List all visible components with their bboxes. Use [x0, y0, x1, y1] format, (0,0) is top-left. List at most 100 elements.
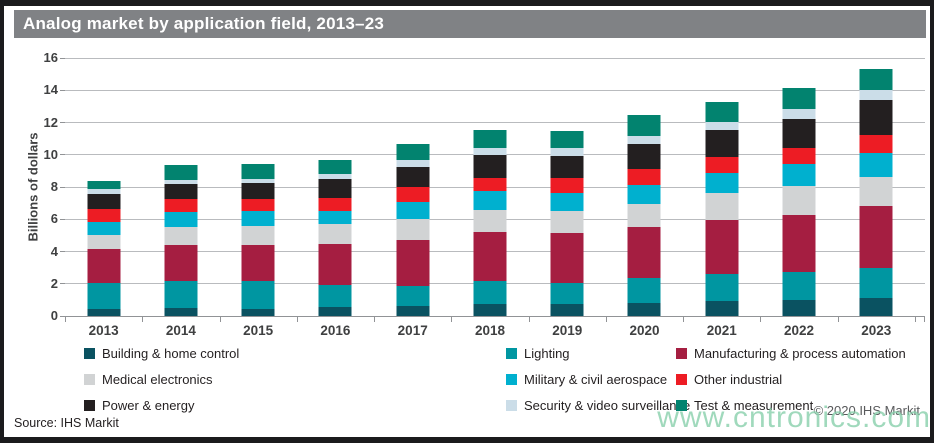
bar-segment [782, 164, 816, 187]
legend-swatch [676, 348, 687, 359]
legend-item: Other industrial [676, 372, 920, 388]
frame-top-border [0, 0, 934, 6]
bar-segment [318, 159, 352, 175]
bar-segment [396, 305, 430, 316]
bar-segment [473, 209, 507, 233]
bar-segment [550, 147, 584, 157]
bar-slot-2016: 2016 [297, 58, 374, 338]
bar-segment [859, 268, 893, 299]
bar-segment [473, 129, 507, 148]
x-tick [683, 316, 685, 322]
legend-label: Power & energy [102, 398, 195, 413]
bar-segment [859, 99, 893, 135]
legend-swatch [506, 348, 517, 359]
stacked-bar-2017 [396, 144, 430, 316]
x-tick [760, 316, 762, 322]
y-tick-6 [60, 218, 65, 220]
y-tick-label-14: 14 [43, 82, 58, 98]
x-tick-label-2013: 2013 [88, 323, 119, 338]
bar-slot-2017: 2017 [374, 58, 451, 338]
copyright-note: © 2020 IHS Markit [813, 403, 920, 418]
bar-segment [705, 121, 739, 130]
bar-segment [318, 178, 352, 199]
bar-segment [87, 221, 121, 236]
stacked-bar-2013 [87, 181, 121, 316]
x-tick-label-2017: 2017 [397, 323, 428, 338]
chart-title: Analog market by application field, 2013… [23, 14, 385, 33]
legend-swatch [506, 400, 517, 411]
bar-slot-2019: 2019 [529, 58, 606, 338]
legend-item: Lighting [506, 346, 676, 362]
bar-segment [627, 203, 661, 227]
y-tick-label-16: 16 [43, 50, 58, 65]
bar-segment [627, 144, 661, 170]
x-tick [528, 316, 530, 322]
stacked-bar-2022 [782, 87, 816, 316]
y-tick-8 [60, 186, 65, 188]
bar-slot-2013: 2013 [65, 58, 142, 338]
x-tick [374, 316, 376, 322]
y-tick-0 [60, 315, 65, 317]
legend-label: Other industrial [694, 372, 783, 387]
y-tick-4 [60, 251, 65, 252]
x-tick [605, 316, 607, 322]
legend-swatch [506, 374, 517, 385]
bar-segment [87, 181, 121, 190]
bar-segment [705, 173, 739, 194]
y-tick-10 [60, 154, 65, 156]
x-tick-label-2020: 2020 [629, 323, 660, 338]
gridline-12 [65, 122, 925, 123]
bar-segment [396, 144, 430, 160]
stacked-bar-2018 [473, 129, 507, 316]
x-tick-label-2019: 2019 [552, 323, 583, 338]
bar-segment [782, 272, 816, 300]
legend-item: Building & home control [84, 346, 506, 362]
chart-title-bar: Analog market by application field, 2013… [14, 10, 926, 38]
bar-segment [705, 300, 739, 316]
x-tick [219, 316, 221, 322]
bar-segment [705, 102, 739, 122]
gridline-14 [65, 89, 925, 91]
bar-segment [473, 178, 507, 192]
bar-segment [396, 202, 430, 220]
bar-segment [782, 186, 816, 216]
legend-label: Test & measurement [694, 398, 814, 413]
bar-segment [87, 249, 121, 283]
y-tick-label-4: 4 [50, 243, 58, 259]
legend-label: Medical electronics [102, 372, 213, 387]
bar-segment [705, 274, 739, 301]
y-axis-labels: 0 2 4 6 8 10 12 14 16 [16, 50, 58, 323]
bar-segment [627, 136, 661, 145]
bar-slot-2018: 2018 [451, 58, 528, 338]
bar-segment [396, 286, 430, 306]
bar-segment [318, 198, 352, 212]
legend-swatch [84, 374, 95, 385]
bar-segment [627, 169, 661, 185]
x-tick [296, 316, 298, 322]
bar-segment [859, 69, 893, 91]
bar-slot-2021: 2021 [683, 58, 760, 338]
x-tick [142, 316, 144, 322]
bar-segment [87, 282, 121, 309]
frame-left-border [0, 0, 4, 443]
legend-label: Military & civil aerospace [524, 372, 668, 387]
stacked-bar-2020 [627, 115, 661, 316]
y-tick-label-10: 10 [43, 146, 58, 162]
bar-segment [318, 284, 352, 308]
bar-segment [318, 244, 352, 285]
bar-slot-2014: 2014 [142, 58, 219, 338]
bar-segment [396, 219, 430, 241]
stacked-bar-2016 [318, 159, 352, 316]
bar-segment [164, 245, 198, 281]
bar-segment [241, 211, 275, 226]
x-tick-label-2018: 2018 [474, 323, 505, 338]
bar-segment [627, 226, 661, 279]
x-tick [65, 316, 66, 322]
legend-item: Test & measurement [676, 398, 920, 414]
bar-segment [550, 232, 584, 283]
bar-segment [241, 225, 275, 246]
bar-segment [627, 278, 661, 304]
bar-segment [550, 282, 584, 304]
legend-item: Security & video surveillance [506, 398, 690, 414]
x-tick [837, 316, 839, 322]
